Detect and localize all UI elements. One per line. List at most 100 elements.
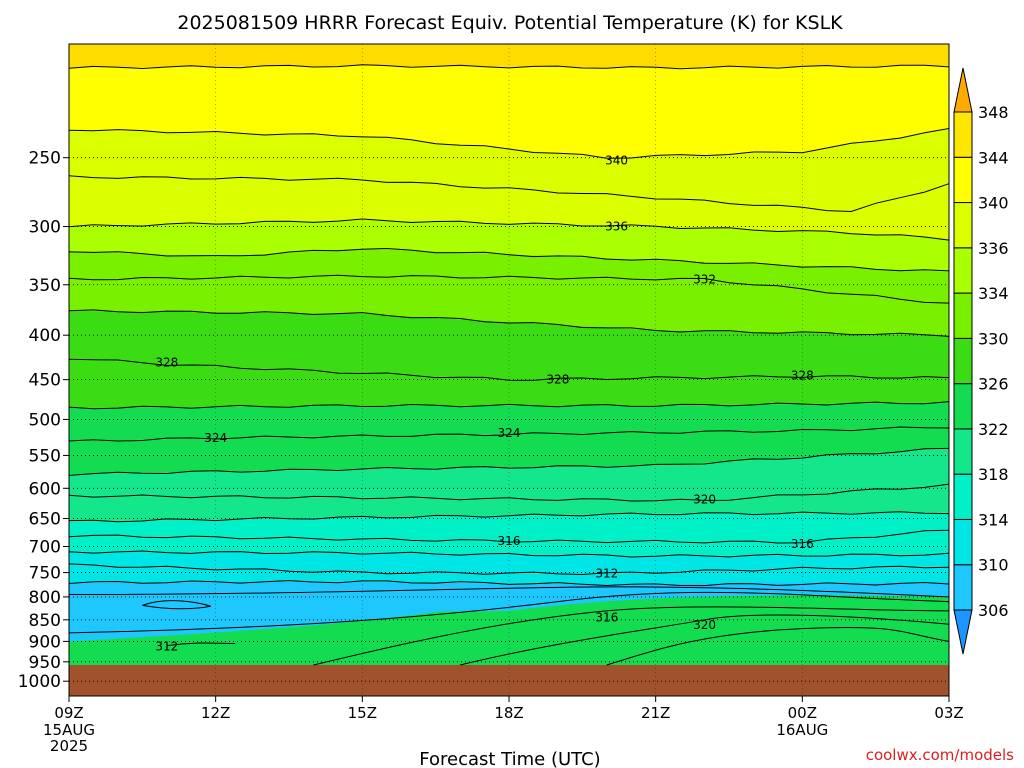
colorbar-tick-label: 326: [978, 375, 1009, 394]
colorbar-max-arrow: [953, 67, 973, 113]
y-tick-label: 300: [29, 218, 61, 238]
fill-band-316: [69, 530, 949, 557]
contour-label-text: 316: [791, 537, 814, 551]
colorbar-tick-label: 318: [978, 465, 1009, 484]
colorbar-segment: [953, 156, 973, 204]
colorbar-tick-label: 314: [978, 510, 1009, 529]
contour-label-text: 324: [498, 426, 521, 440]
contour-line-low-6: [142, 600, 211, 610]
contour-label-text: 320: [693, 618, 716, 632]
colorbar-segment: [953, 518, 973, 566]
x-tick-date: 15AUG: [43, 721, 95, 739]
contour-line-low-2: [313, 606, 950, 666]
colorbar-segment: [953, 473, 973, 520]
chart-title: 2025081509 HRRR Forecast Equiv. Potentia…: [177, 12, 843, 34]
y-tick-label: 400: [29, 326, 61, 346]
x-axis-title: Forecast Time (UTC): [419, 749, 600, 768]
contour-label: 316: [498, 534, 521, 548]
watermark-text: coolwx.com/models: [866, 746, 1014, 764]
fill-band-328: [69, 358, 949, 408]
y-tick-label: 250: [29, 149, 61, 169]
contour-label-text: 336: [605, 220, 628, 234]
contour-label-text: 332: [693, 272, 716, 286]
colorbar: 306 310 314 318 322 326 330 334 336 340 344 348: [953, 67, 1009, 655]
fill-band-326: [69, 402, 949, 442]
colorbar-segment: [953, 247, 973, 294]
contour-label-text: 328: [546, 373, 569, 387]
contour-label: 320: [693, 492, 716, 506]
contour-label: 324: [204, 431, 227, 445]
fill-band-340: [69, 129, 949, 212]
colorbar-tick-label: 310: [978, 556, 1009, 575]
contour-label: 336: [605, 220, 628, 234]
colorbar-tick-label: 306: [978, 601, 1009, 620]
contour-label: 340: [605, 154, 628, 168]
x-tick-year: 2025: [50, 737, 88, 755]
fill-band-330: [69, 310, 949, 380]
contour-label: 316: [791, 537, 814, 551]
contour-label-text: 324: [204, 431, 227, 445]
colorbar-min-arrow: [953, 609, 973, 655]
y-tick-label: 600: [29, 479, 61, 499]
contour-label-text: 312: [155, 639, 178, 653]
colorbar-tick-label: 344: [978, 148, 1009, 167]
plot-area: [68, 43, 950, 697]
y-tick-label: 500: [29, 410, 61, 430]
contour-labels: 340 336 332 328 328 328 324 324 320 316 316 312 316 3…: [155, 154, 814, 654]
contour-line-338: [68, 175, 950, 213]
colorbar-segment: [953, 564, 973, 611]
colorbar-tick-label: 336: [978, 239, 1009, 258]
fill-band-320: [69, 485, 949, 522]
colorbar-tick-label: 322: [978, 420, 1009, 439]
y-tick-label: 800: [29, 588, 61, 608]
x-tick-label: 18Z: [494, 704, 523, 722]
contour-label: 316: [595, 611, 618, 625]
colorbar-tick-label: 348: [978, 103, 1009, 122]
x-tick-label: 09Z: [54, 704, 83, 722]
contour-label: 328: [791, 368, 814, 382]
contour-label-text: 316: [595, 611, 618, 625]
y-tick-label: 850: [29, 611, 61, 631]
x-tick-label: 21Z: [641, 704, 670, 722]
x-tick-label: 00Z: [788, 704, 817, 722]
grid-lines: [68, 44, 950, 696]
colorbar-tick-label: 340: [978, 194, 1009, 213]
fill-band-318: [69, 512, 949, 543]
y-tick-label: 700: [29, 538, 61, 558]
contour-label-text: 328: [155, 355, 178, 369]
y-tick-label: 350: [29, 276, 61, 296]
contour-label-text: 316: [498, 534, 521, 548]
contour-line-low-5: [166, 642, 236, 647]
contour-line-low-1: [68, 591, 950, 634]
fill-band-324: [69, 426, 949, 475]
fill-band-342: [69, 65, 949, 158]
contour-line-low-3: [459, 614, 950, 666]
contour-line-330: [68, 309, 950, 337]
colorbar-segment: [953, 337, 973, 385]
colorbar-segment: [953, 111, 973, 158]
contour-label-text: 320: [693, 492, 716, 506]
y-tick-label: 450: [29, 371, 61, 391]
y-tick-label: 900: [29, 632, 61, 652]
fill-band-336: [69, 220, 949, 272]
contour-label-text: 340: [605, 154, 628, 168]
y-tick-label: 1000: [18, 672, 61, 692]
colorbar-segment: [953, 383, 973, 430]
y-tick-label: 750: [29, 564, 61, 584]
contour-line-334: [68, 247, 950, 272]
contour-label: 328: [155, 355, 178, 369]
y-tick-label: 950: [29, 653, 61, 673]
colorbar-tick-label: 330: [978, 329, 1009, 348]
fill-band-338: [69, 176, 949, 239]
colorbar-segment: [953, 202, 973, 249]
colorbar-segment: [953, 292, 973, 339]
contour-label: 332: [693, 272, 716, 286]
contour-label: 328: [546, 373, 569, 387]
fill-band-332: [69, 276, 949, 336]
contour-line-324: [68, 426, 950, 442]
contour-label: 324: [498, 426, 521, 440]
contour-line-low-0: [68, 586, 950, 598]
y-axis: 2503003504004505005506006507007508008509…: [18, 149, 69, 692]
